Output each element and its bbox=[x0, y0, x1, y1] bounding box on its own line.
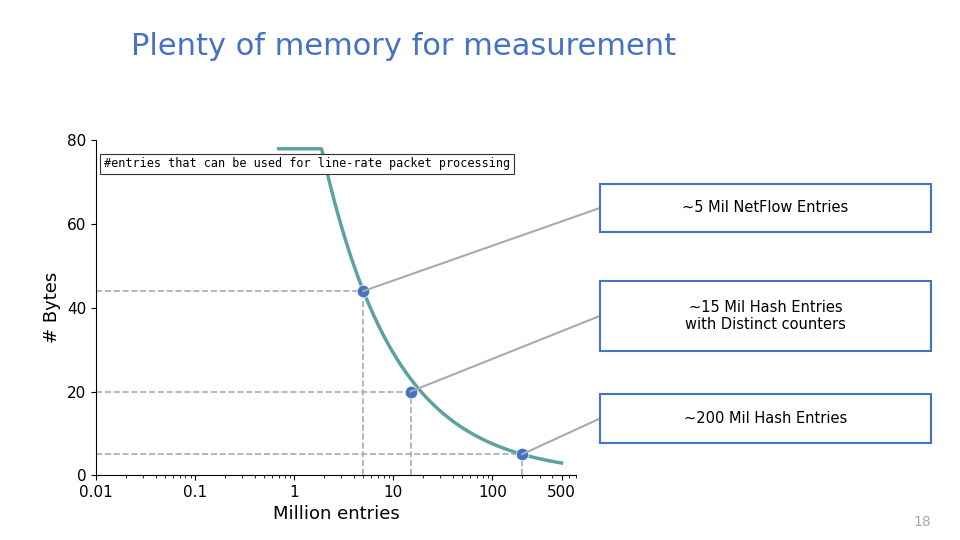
Text: ~200 Mil Hash Entries: ~200 Mil Hash Entries bbox=[684, 411, 848, 426]
X-axis label: Million entries: Million entries bbox=[273, 505, 399, 523]
Text: 18: 18 bbox=[914, 515, 931, 529]
Text: #entries that can be used for line-rate packet processing: #entries that can be used for line-rate … bbox=[104, 157, 510, 170]
Y-axis label: # Bytes: # Bytes bbox=[43, 272, 61, 343]
Text: ~15 Mil Hash Entries
with Distinct counters: ~15 Mil Hash Entries with Distinct count… bbox=[685, 300, 846, 332]
Text: Plenty of memory for measurement: Plenty of memory for measurement bbox=[131, 32, 676, 62]
Text: ~5 Mil NetFlow Entries: ~5 Mil NetFlow Entries bbox=[683, 200, 849, 215]
